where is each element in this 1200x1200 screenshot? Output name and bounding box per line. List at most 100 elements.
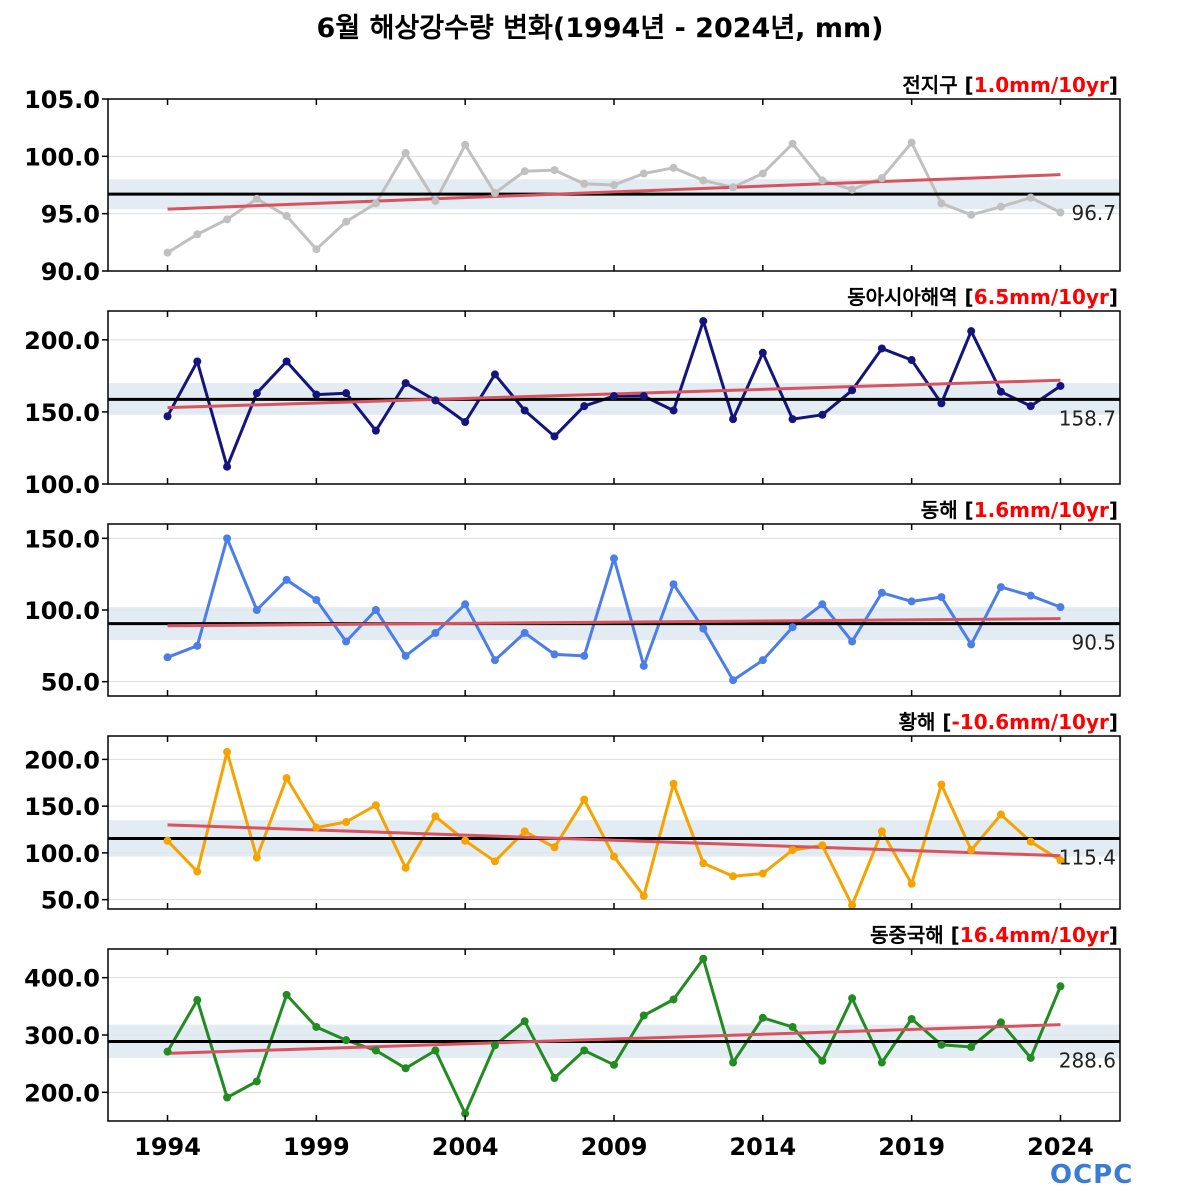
data-point bbox=[699, 954, 708, 963]
data-point bbox=[520, 406, 529, 415]
data-point bbox=[223, 534, 232, 543]
data-point bbox=[431, 197, 440, 206]
y-tick-label: 200.0 bbox=[24, 746, 100, 774]
data-point bbox=[550, 432, 559, 441]
data-point bbox=[520, 1017, 529, 1026]
bracket: ] bbox=[1109, 73, 1118, 97]
mean-value-label: 96.7 bbox=[1071, 201, 1116, 225]
data-point bbox=[907, 1014, 916, 1023]
data-point bbox=[520, 827, 529, 836]
data-point bbox=[699, 176, 708, 185]
data-point bbox=[401, 863, 410, 872]
x-tick-label: 1999 bbox=[283, 1133, 350, 1161]
y-tick-label: 100.0 bbox=[24, 840, 100, 868]
region-name: 황해 [ bbox=[899, 710, 952, 734]
panel-3: 115.4 50.0 100.0 150.0 200.0 황해 [-10.6mm/10yr… bbox=[24, 710, 1121, 915]
data-point bbox=[342, 217, 351, 226]
data-point bbox=[1056, 856, 1065, 865]
panel-title: 동중국해 [16.4mm/10yr] bbox=[870, 923, 1118, 947]
data-point bbox=[818, 600, 827, 609]
data-point bbox=[699, 859, 708, 868]
data-point bbox=[937, 780, 946, 789]
data-point bbox=[907, 597, 916, 606]
data-point bbox=[461, 1109, 470, 1118]
data-point bbox=[312, 390, 321, 399]
data-point bbox=[252, 853, 261, 862]
data-point bbox=[699, 317, 708, 326]
panel-title: 동해 [1.6mm/10yr] bbox=[921, 498, 1118, 522]
data-point bbox=[252, 606, 261, 614]
data-point bbox=[758, 169, 767, 178]
data-point bbox=[401, 1064, 410, 1073]
data-point bbox=[193, 230, 202, 239]
y-tick-label: 95.0 bbox=[41, 201, 100, 229]
data-point bbox=[342, 1036, 351, 1045]
data-point bbox=[967, 640, 976, 649]
data-point bbox=[996, 583, 1005, 592]
trend-value: 16.4mm/10yr bbox=[960, 923, 1109, 947]
region-name: 동아시아해역 [ bbox=[847, 285, 974, 309]
data-point bbox=[877, 588, 886, 597]
data-point bbox=[610, 181, 618, 189]
data-point bbox=[252, 389, 261, 398]
trend-line bbox=[167, 1023, 1061, 1055]
data-point bbox=[788, 846, 797, 855]
data-point bbox=[401, 148, 410, 157]
data-point bbox=[163, 653, 172, 662]
data-point bbox=[490, 1041, 499, 1050]
data-point bbox=[163, 248, 172, 257]
data-point bbox=[550, 650, 559, 659]
data-point bbox=[371, 426, 380, 435]
data-point bbox=[193, 867, 202, 876]
data-point bbox=[848, 637, 857, 646]
data-point bbox=[639, 661, 648, 670]
data-point bbox=[252, 1077, 261, 1086]
data-point bbox=[669, 779, 678, 788]
y-tick-label: 150.0 bbox=[24, 793, 100, 821]
trend-value: -10.6mm/10yr bbox=[951, 710, 1109, 734]
data-point bbox=[461, 836, 470, 845]
y-tick-label: 200.0 bbox=[24, 1079, 100, 1107]
data-point bbox=[729, 872, 738, 881]
data-point bbox=[193, 641, 202, 650]
data-point bbox=[342, 637, 351, 646]
trend-value: 6.5mm/10yr bbox=[974, 285, 1109, 309]
y-tick-label: 50.0 bbox=[41, 887, 100, 915]
data-point bbox=[877, 827, 886, 836]
data-point bbox=[282, 990, 291, 999]
data-point bbox=[282, 357, 291, 366]
data-point bbox=[967, 846, 976, 855]
data-point bbox=[550, 843, 559, 852]
bracket: ] bbox=[1109, 285, 1118, 309]
data-point bbox=[907, 356, 916, 365]
main-title: 6월 해상강수량 변화(1994년 - 2024년, mm) bbox=[316, 13, 884, 44]
data-point bbox=[699, 624, 708, 633]
y-tick-label: 400.0 bbox=[24, 965, 100, 993]
data-point bbox=[461, 600, 470, 609]
data-point bbox=[788, 623, 797, 632]
x-tick-label: 2009 bbox=[581, 1133, 648, 1161]
data-point bbox=[282, 575, 291, 584]
data-point bbox=[877, 1058, 886, 1067]
data-point bbox=[282, 774, 291, 783]
trend-value: 1.0mm/10yr bbox=[974, 73, 1109, 97]
data-point bbox=[996, 202, 1005, 211]
y-tick-label: 105.0 bbox=[24, 86, 100, 114]
data-point bbox=[996, 387, 1005, 396]
y-tick-label: 100.0 bbox=[24, 143, 100, 171]
data-point bbox=[401, 651, 410, 660]
data-point bbox=[282, 211, 291, 220]
bracket: ] bbox=[1109, 710, 1118, 734]
data-point bbox=[342, 389, 351, 398]
trend-value: 1.6mm/10yr bbox=[974, 498, 1109, 522]
data-point bbox=[610, 852, 618, 861]
data-point bbox=[848, 901, 857, 909]
data-point bbox=[937, 1040, 946, 1049]
y-tick-label: 200.0 bbox=[24, 327, 100, 355]
data-point bbox=[1056, 381, 1065, 390]
data-point bbox=[580, 179, 589, 188]
data-point bbox=[996, 1018, 1005, 1027]
data-point bbox=[312, 595, 321, 604]
data-point bbox=[401, 379, 410, 388]
data-point bbox=[818, 410, 827, 419]
